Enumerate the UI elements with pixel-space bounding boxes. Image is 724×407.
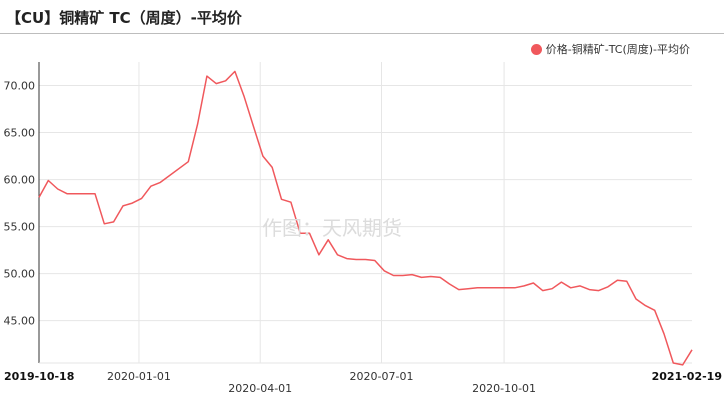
y-tick-label: 45.00: [4, 315, 36, 328]
series-layer: [38, 70, 693, 366]
axes: [38, 62, 692, 364]
y-tick-label: 65.00: [4, 127, 36, 140]
y-tick-label: 60.00: [4, 174, 36, 187]
tick-labels: 70.00 65.00 60.00 55.00 50.00 45.00 2019-10-18…: [4, 80, 723, 395]
legend-marker: [530, 43, 542, 55]
x-tick-label: 2020-07-01: [350, 370, 414, 383]
x-tick-label: 2020-01-01: [107, 370, 171, 383]
y-tick-label: 50.00: [4, 268, 36, 281]
chart-title: 【CU】铜精矿 TC（周度）-平均价: [6, 9, 242, 27]
grid: [39, 62, 692, 363]
x-tick-label: 2019-10-18: [4, 370, 74, 383]
series-line: [38, 70, 693, 366]
y-tick-label: 70.00: [4, 80, 36, 93]
x-tick-label: 2021-02-19: [652, 370, 722, 383]
title-divider: [0, 33, 724, 34]
legend[interactable]: 价格-铜精矿-TC(周度)-平均价: [530, 41, 690, 57]
legend-label: 价格-铜精矿-TC(周度)-平均价: [545, 43, 690, 56]
watermark: 作图：天风期货: [262, 216, 402, 240]
x-tick-label: 2020-10-01: [472, 382, 536, 395]
y-tick-label: 55.00: [4, 221, 36, 234]
x-tick-label: 2020-04-01: [228, 382, 292, 395]
